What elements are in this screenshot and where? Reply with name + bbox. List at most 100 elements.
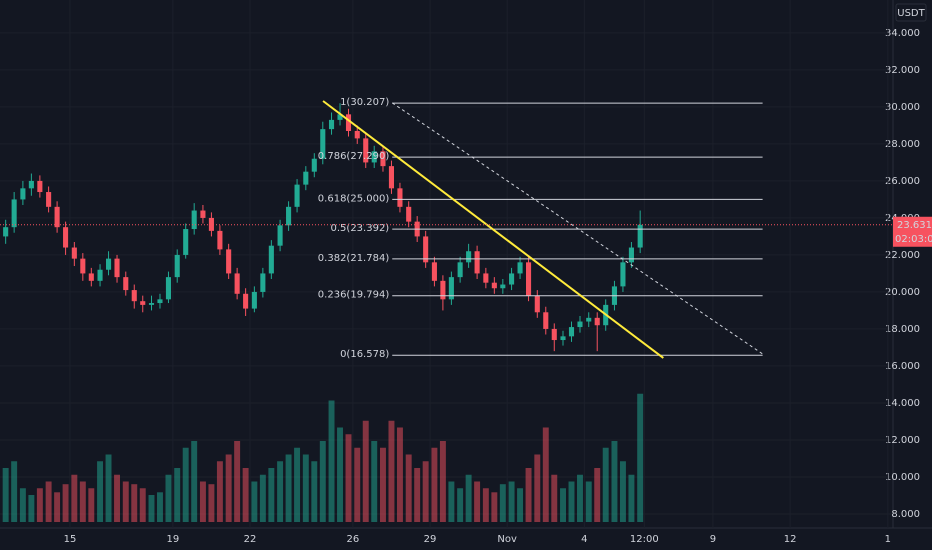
candle-body bbox=[148, 303, 155, 305]
x-tick-label: 4 bbox=[581, 534, 587, 545]
candle-body bbox=[526, 262, 532, 296]
volume-bar bbox=[560, 488, 566, 522]
candle-body bbox=[320, 129, 326, 159]
x-tick-label: 15 bbox=[64, 534, 77, 545]
volume-bar bbox=[439, 441, 446, 522]
candle-body bbox=[388, 166, 395, 189]
volume-bar bbox=[302, 454, 309, 522]
candle-body bbox=[226, 249, 232, 274]
candle-body bbox=[551, 328, 557, 341]
volume-bar bbox=[431, 447, 438, 522]
y-tick-label: 18.000 bbox=[885, 324, 920, 335]
volume-bar bbox=[234, 441, 241, 522]
trendline bbox=[322, 100, 664, 359]
candle-body bbox=[200, 210, 206, 218]
candle-body bbox=[46, 192, 52, 207]
candle-body bbox=[483, 273, 489, 283]
candle-body bbox=[3, 227, 9, 237]
candle-body bbox=[88, 273, 94, 281]
volume-bar bbox=[525, 468, 532, 522]
candle-body bbox=[268, 245, 274, 274]
volume-bar bbox=[88, 488, 95, 522]
candle-body bbox=[303, 171, 309, 185]
candle-body bbox=[337, 114, 343, 120]
volume-bar bbox=[148, 495, 155, 522]
volume-bar bbox=[542, 427, 549, 522]
volume-bar bbox=[277, 461, 284, 522]
volume-bar bbox=[499, 484, 506, 522]
volume-bar bbox=[396, 427, 403, 522]
fib-level-label: 0.5(23.392) bbox=[331, 223, 390, 234]
candle-body bbox=[28, 180, 34, 189]
volume-bar bbox=[448, 481, 455, 522]
volume-bar bbox=[174, 468, 181, 522]
fib-level-label: 0(16.578) bbox=[340, 349, 389, 360]
volume-bar bbox=[380, 447, 386, 522]
x-tick-label: 1 bbox=[885, 534, 891, 545]
candle-body bbox=[123, 277, 129, 291]
volume-bar bbox=[45, 481, 52, 522]
x-tick-label: 12:00 bbox=[630, 534, 659, 545]
fib-level-label: 0.382(21.784) bbox=[318, 253, 390, 264]
candle-body bbox=[354, 130, 360, 139]
volume-bar bbox=[491, 492, 498, 522]
volume-bar bbox=[71, 474, 78, 522]
candle-body bbox=[114, 258, 120, 278]
candle-body bbox=[560, 336, 566, 341]
volume-bar bbox=[414, 468, 421, 522]
volume-bar bbox=[62, 484, 69, 522]
candle-body bbox=[577, 321, 583, 328]
volume-bar bbox=[611, 441, 618, 522]
y-tick-label: 34.000 bbox=[885, 28, 920, 39]
candle-body bbox=[474, 251, 480, 274]
candle-body bbox=[11, 199, 17, 228]
volume-bar bbox=[139, 488, 146, 522]
volume-bar bbox=[294, 447, 301, 522]
y-tick-label: 32.000 bbox=[885, 65, 920, 76]
candle-body bbox=[457, 262, 463, 278]
y-tick-label: 10.000 bbox=[885, 472, 920, 483]
last-price-label: 23.631 bbox=[897, 220, 932, 231]
candle-body bbox=[406, 206, 412, 222]
volume-bar bbox=[54, 492, 61, 522]
candle-body bbox=[260, 273, 266, 292]
volume-bar bbox=[122, 481, 129, 522]
x-tick-label: 9 bbox=[710, 534, 716, 545]
candle-body bbox=[500, 284, 506, 289]
candle-body bbox=[54, 206, 60, 228]
volume-bar bbox=[482, 488, 489, 522]
candle-body bbox=[277, 225, 283, 246]
x-tick-label: 26 bbox=[347, 534, 360, 545]
volume-bar bbox=[465, 474, 472, 522]
y-tick-label: 22.000 bbox=[885, 250, 920, 261]
volume-bar bbox=[216, 461, 223, 522]
candle-body bbox=[568, 327, 575, 337]
volume-bar bbox=[457, 488, 464, 522]
volume-bar bbox=[311, 461, 318, 522]
volume-bar bbox=[551, 474, 558, 522]
volume-bar bbox=[337, 427, 343, 522]
volume-bar bbox=[388, 420, 395, 522]
candle-body bbox=[208, 217, 214, 231]
candle-body bbox=[586, 317, 592, 322]
candle-body bbox=[131, 290, 137, 302]
volume-bar bbox=[36, 488, 43, 522]
volume-bar bbox=[508, 481, 515, 522]
volume-bar bbox=[259, 474, 266, 522]
candle-body bbox=[491, 282, 497, 289]
last-price-box bbox=[893, 216, 932, 247]
x-tick-label: Nov bbox=[497, 534, 517, 545]
volume-bar bbox=[585, 481, 592, 522]
volume-bar bbox=[354, 447, 361, 522]
fib-level-label: 1(30.207) bbox=[340, 97, 389, 108]
volume-bar bbox=[362, 420, 369, 522]
candle-body bbox=[509, 273, 515, 285]
x-tick-label: 22 bbox=[244, 534, 257, 545]
candle-body bbox=[217, 230, 223, 250]
volume-bar bbox=[79, 481, 86, 522]
candle-body bbox=[423, 236, 429, 263]
volume-bar bbox=[517, 488, 524, 522]
volume-bar bbox=[157, 492, 163, 522]
volume-bar bbox=[11, 461, 18, 522]
